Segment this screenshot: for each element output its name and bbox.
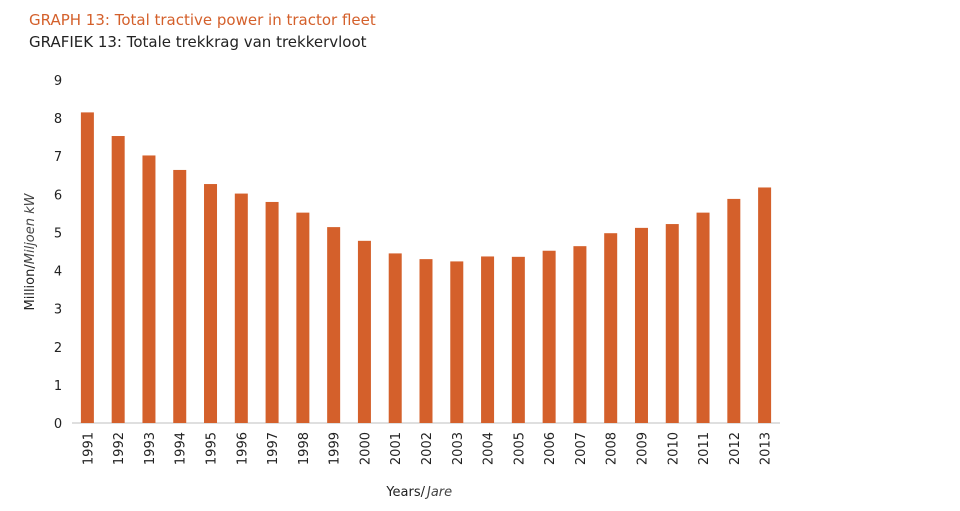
bar-1996 — [234, 193, 248, 423]
y-tick-label-8: 8 — [54, 112, 62, 127]
y-tick-label-5: 5 — [54, 226, 62, 241]
x-tick-label-2005: 2005 — [512, 432, 527, 465]
bar-1999 — [327, 227, 341, 423]
y-tick-label-0: 0 — [54, 417, 62, 432]
bar-1993 — [142, 155, 156, 423]
x-tick-label-2006: 2006 — [543, 432, 558, 465]
x-tick-label-2012: 2012 — [728, 432, 743, 465]
x-tick-label-2009: 2009 — [635, 432, 650, 465]
bar-2001 — [388, 253, 402, 423]
x-tick-label-1991: 1991 — [81, 432, 96, 465]
y-tick-label-3: 3 — [54, 303, 62, 318]
y-tick-label-6: 6 — [54, 188, 62, 203]
bar-2011 — [696, 212, 710, 423]
bar-2005 — [511, 256, 525, 423]
bar-2008 — [604, 233, 618, 423]
bar-2000 — [357, 240, 371, 423]
bar-2004 — [481, 256, 495, 423]
bar-1992 — [111, 136, 125, 424]
x-tick-label-2007: 2007 — [574, 432, 589, 465]
bar-2010 — [665, 224, 679, 423]
y-axis-label: Million/Miljoen kW — [23, 192, 38, 310]
x-tick-label-2001: 2001 — [389, 432, 404, 465]
x-tick-label-1992: 1992 — [112, 432, 127, 465]
y-axis-label-en: Million/ — [23, 264, 38, 311]
x-tick-label-2013: 2013 — [759, 432, 774, 465]
x-tick-label-1997: 1997 — [266, 432, 281, 465]
bar-2009 — [634, 227, 648, 423]
chart-title: GRAPH 13: Total tractive power in tracto… — [29, 11, 376, 29]
y-tick-label-2: 2 — [54, 341, 62, 356]
bar-1995 — [204, 184, 218, 423]
chart-subtitle: GRAFIEK 13: Totale trekkrag van trekkerv… — [29, 33, 367, 51]
x-axis-label-alt: Jare — [424, 485, 452, 500]
x-tick-label-2011: 2011 — [697, 432, 712, 465]
bar-2007 — [573, 246, 587, 423]
bar-2003 — [450, 261, 464, 423]
x-tick-label-1995: 1995 — [205, 432, 220, 465]
x-axis-label: Years/ — [385, 485, 425, 500]
x-tick-label-1999: 1999 — [328, 432, 343, 465]
bar-1998 — [296, 212, 310, 423]
x-tick-label-1994: 1994 — [174, 432, 189, 465]
x-tick-label-1993: 1993 — [143, 432, 158, 465]
y-axis-label-af: Miljoen kW — [23, 192, 38, 264]
x-tick-label-2010: 2010 — [666, 432, 681, 465]
x-axis-ticks: 1991 1992 1993 1994 1995 1996 1997 1998 1999 2000… — [81, 432, 773, 465]
bar-2006 — [542, 250, 556, 423]
y-tick-label-1: 1 — [54, 379, 62, 394]
x-tick-label-2008: 2008 — [605, 432, 620, 465]
bar-1997 — [265, 201, 279, 423]
bar-2013 — [758, 187, 772, 423]
bars — [80, 112, 772, 424]
bar-1991 — [80, 112, 94, 424]
y-tick-label-9: 9 — [54, 74, 62, 89]
x-tick-label-2003: 2003 — [451, 432, 466, 465]
x-tick-label-2004: 2004 — [482, 432, 497, 465]
y-tick-label-4: 4 — [54, 265, 62, 280]
bar-1994 — [173, 169, 187, 423]
x-tick-label-2000: 2000 — [358, 432, 373, 465]
x-tick-label-1996: 1996 — [235, 432, 250, 465]
y-axis-ticks: 0 1 2 3 4 5 6 7 8 9 — [54, 74, 62, 432]
y-tick-label-7: 7 — [54, 150, 62, 165]
bar-2012 — [727, 198, 741, 423]
bar-2002 — [419, 259, 433, 423]
x-tick-label-1998: 1998 — [297, 432, 312, 465]
x-tick-label-2002: 2002 — [420, 432, 435, 465]
